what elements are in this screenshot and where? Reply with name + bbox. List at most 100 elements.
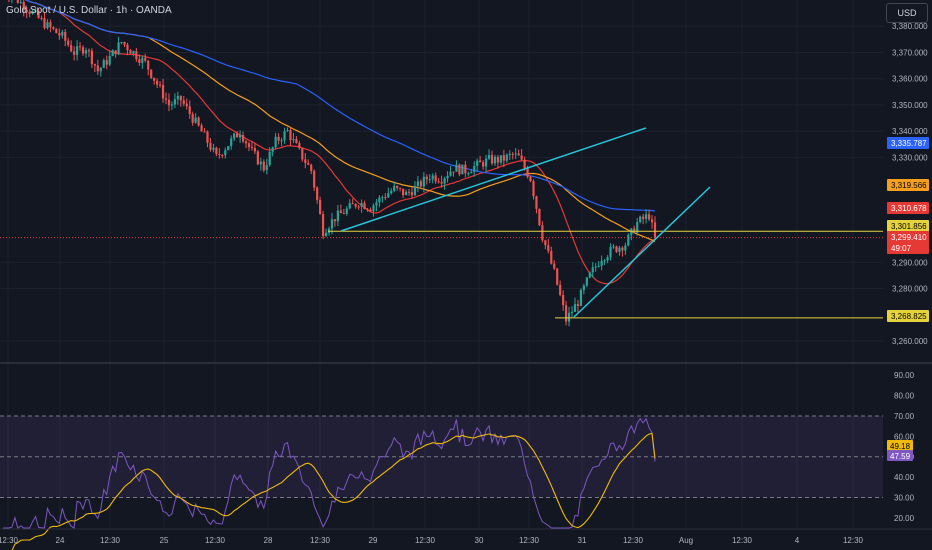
candle-body [479,160,482,163]
price-tag-text: 49:07 [891,244,912,253]
candle-body [473,165,476,173]
candle-body [52,27,55,29]
candle-body [345,208,348,214]
candle-body [422,176,425,187]
candle-body [188,106,191,115]
candle-body [639,216,642,223]
price-axis-label: 3,370.000 [892,48,928,57]
price-tag-bg [887,137,929,149]
candle-body [330,219,334,229]
candle-body [250,146,254,149]
candle-body [58,33,61,36]
candle-body [117,42,120,55]
candle-body [114,50,117,55]
price-axis-label: 3,260.000 [892,337,928,346]
rsi-axis[interactable]: 90.0080.0070.0060.0050.0040.0030.0020.00… [887,371,915,523]
candle-body [348,203,351,209]
rsi-axis-label: 30.00 [894,493,915,502]
candle-body [434,175,437,182]
candle-body [301,148,304,160]
price-axis[interactable]: 3,380.000 3,370.000 3,360.000 3,350.000 3,34… [887,22,929,346]
candle-body [647,214,651,220]
candle-body [532,181,535,197]
candle-body [591,267,594,273]
rsi-pane [0,415,883,550]
candle-body [351,203,354,205]
currency-button[interactable]: USD [886,3,928,23]
candle-body [105,60,108,65]
price-tag-text: 3,268.825 [891,312,927,321]
drawings[interactable] [0,127,883,319]
candle-body [327,228,331,233]
candle-body [407,191,411,193]
candle-body [363,202,366,209]
candle-body [176,95,179,100]
candle-body [505,154,508,161]
rsi-tag-text: 49.18 [890,442,911,451]
candle-body [416,181,420,187]
candle-body [559,284,562,295]
candle-body [369,209,372,212]
candle-body [319,199,322,215]
candle-body [64,31,67,41]
candle-body [339,210,342,214]
price-tag-text: 3,299.410 [891,233,927,242]
candle-body [298,143,301,149]
price-axis-label: 3,340.000 [892,127,928,136]
candle-body [277,136,280,141]
candle-body [61,31,64,36]
candle-body [582,285,585,291]
candle-body [236,133,239,138]
candle-body [161,84,165,99]
time-axis-label: 25 [160,536,169,545]
candle-body [354,204,357,207]
candle-body [360,202,363,207]
candle-body [31,11,34,14]
candle-body [25,9,28,12]
price-tag-bg [887,242,929,254]
candle-body [366,208,369,210]
candle-body [197,117,200,126]
candle-body [425,176,428,180]
candle-body [87,50,91,52]
candle-body [221,154,224,156]
candle-body [141,57,144,63]
price-tag-text: 3,310.678 [891,204,927,213]
candle-body [304,159,307,163]
candle-body [37,10,40,18]
candles [8,0,657,327]
rsi-axis-label: 60.00 [894,432,915,441]
candle-body [437,181,440,183]
symbol-title[interactable]: Gold Spot / U.S. Dollar · 1h · OANDA [6,5,172,16]
price-tag-text: 3,301.856 [891,222,927,231]
candle-body [310,164,313,171]
rsi-axis-label: 80.00 [894,392,915,401]
candle-body [22,1,25,10]
price-tag: 3,301.856 [887,220,929,232]
candle-body [271,147,274,152]
rsi-tag: 47.59 [887,450,913,461]
candle-body [357,206,360,208]
candle-body [609,246,612,258]
candle-body [401,188,405,196]
candle-body [126,44,129,51]
candle-body [321,214,325,237]
candle-body [452,171,455,173]
candle-body [624,245,627,251]
time-axis-label: 12:30 [0,536,19,545]
price-tag: 3,268.825 [887,310,929,322]
candle-body [650,219,654,223]
candle-body [34,10,37,12]
candle-body [191,114,194,123]
candle-body [393,185,396,191]
candle-body [218,153,221,155]
candle-body [621,247,624,251]
candle-body [179,95,182,101]
rsi-line [3,417,656,529]
time-axis[interactable]: 12:30 24 12:30 25 12:30 28 12:30 29 12:30 30 12:30… [0,528,932,545]
candle-body [238,135,242,138]
price-tag-bg [887,220,929,232]
candle-body [612,246,615,248]
candle-body [224,150,227,156]
